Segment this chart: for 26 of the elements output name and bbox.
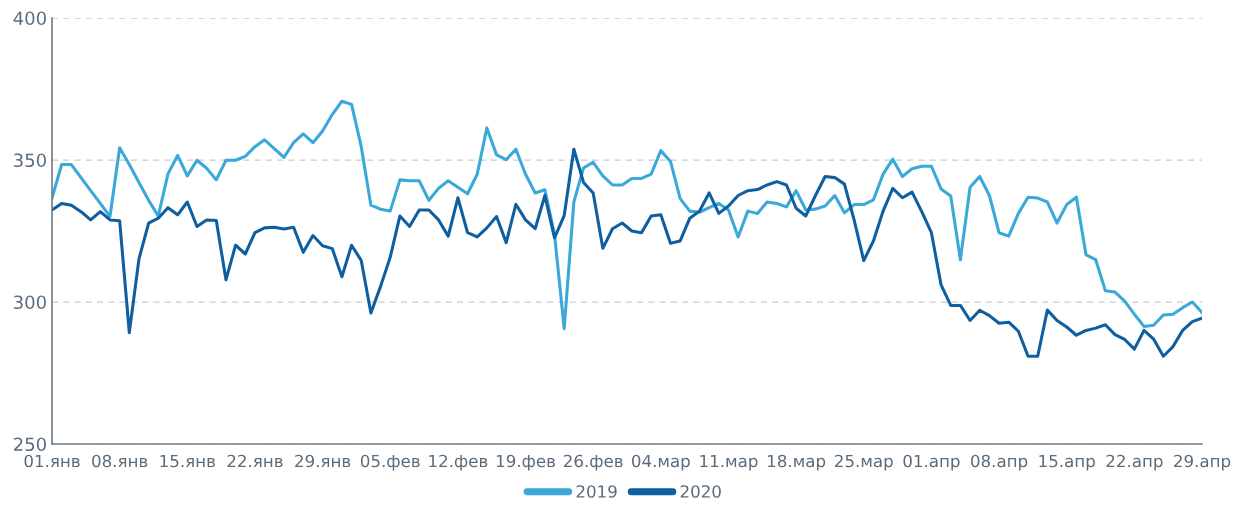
x-tick-label: 12.фев: [429, 454, 488, 471]
x-tick-label: 25.мар: [835, 454, 893, 471]
x-tick-label: 19.фев: [496, 454, 555, 471]
y-tick-label: 400: [13, 11, 46, 26]
x-tick-label: 22.апр: [1106, 454, 1163, 471]
legend-label: 2020: [680, 485, 721, 498]
line-series: [52, 99, 1202, 331]
x-tick-label: 05.фев: [360, 454, 420, 471]
x-tick-label: 01.апр: [903, 454, 960, 471]
x-tick-label: 15.янв: [160, 454, 215, 468]
x-tick-label: 01.янв: [24, 454, 80, 468]
x-tick-label: 26.фев: [563, 454, 623, 471]
x-tick-label: 15.апр: [1039, 454, 1095, 471]
y-tick-label: 350: [14, 153, 46, 168]
y-tick-label: 250: [14, 437, 46, 452]
x-tick-label: 08.апр: [971, 454, 1028, 471]
x-tick-label: 11.мар: [700, 454, 758, 471]
x-tick-label: 22.янв: [227, 454, 283, 468]
x-tick-label: 29.янв: [295, 454, 351, 468]
x-tick-label: 29.апр: [1174, 454, 1231, 471]
x-tick-label: 18.мар: [768, 454, 826, 471]
x-tick-label: 08.янв: [92, 454, 148, 468]
y-tick-label: 300: [14, 295, 46, 310]
legend-label: 2019: [576, 485, 617, 498]
line-series: [52, 147, 1202, 358]
x-tick-label: 04.мар: [631, 454, 690, 471]
